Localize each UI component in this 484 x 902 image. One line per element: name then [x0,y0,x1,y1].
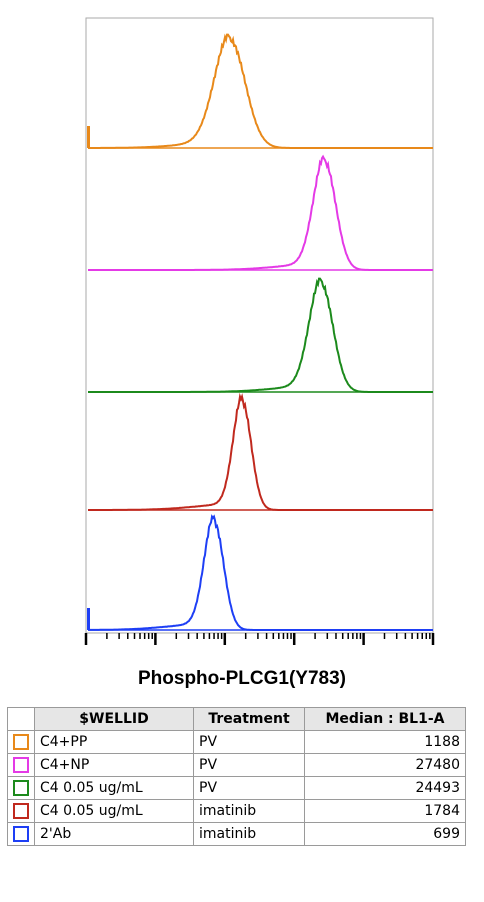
legend-row: C4+PP PV 1188 [7,730,466,754]
legend-swatch [13,734,29,750]
legend-wellid: 2'Ab [34,822,194,846]
legend-row: 2'Ab imatinib 699 [7,822,466,846]
legend-treatment: imatinib [193,822,305,846]
legend-header-row: $WELLID Treatment Median : BL1-A [7,707,466,731]
legend-wellid: C4 0.05 ug/mL [34,799,194,823]
legend-table: $WELLID Treatment Median : BL1-A C4+PP PV… [7,707,466,846]
histogram-trace [88,514,433,631]
histogram-trace [88,154,433,271]
histogram-trace [88,33,433,149]
legend-treatment: imatinib [193,799,305,823]
legend-swatch-cell [7,776,35,800]
legend-swatch [13,780,29,796]
legend-header-median: Median : BL1-A [304,707,466,731]
plot-frame [85,17,434,634]
legend-header-treatment: Treatment [193,707,305,731]
legend-wellid: C4+NP [34,753,194,777]
legend-median: 1188 [304,730,466,754]
legend-row: C4+NP PV 27480 [7,753,466,777]
legend-median: 1784 [304,799,466,823]
histogram-trace [88,392,433,511]
legend-header-wellid: $WELLID [34,707,194,731]
legend-swatch [13,826,29,842]
legend-swatch [13,803,29,819]
histogram-trace [88,277,433,393]
legend-swatch-cell [7,799,35,823]
edge-spike [87,126,90,148]
legend-swatch [13,757,29,773]
legend-swatch-cell [7,822,35,846]
x-axis-label: Phospho-PLCG1(Y783) [138,668,346,689]
legend-row: C4 0.05 ug/mL PV 24493 [7,776,466,800]
legend-row: C4 0.05 ug/mL imatinib 1784 [7,799,466,823]
legend-median: 27480 [304,753,466,777]
legend-header-swatch [7,707,35,731]
legend-swatch-cell [7,730,35,754]
legend-median: 24493 [304,776,466,800]
legend-treatment: PV [193,776,305,800]
legend-treatment: PV [193,730,305,754]
legend-wellid: C4+PP [34,730,194,754]
legend-treatment: PV [193,753,305,777]
histogram-plot [84,17,435,645]
legend-swatch-cell [7,753,35,777]
legend-median: 699 [304,822,466,846]
legend-wellid: C4 0.05 ug/mL [34,776,194,800]
edge-spike [87,608,90,630]
